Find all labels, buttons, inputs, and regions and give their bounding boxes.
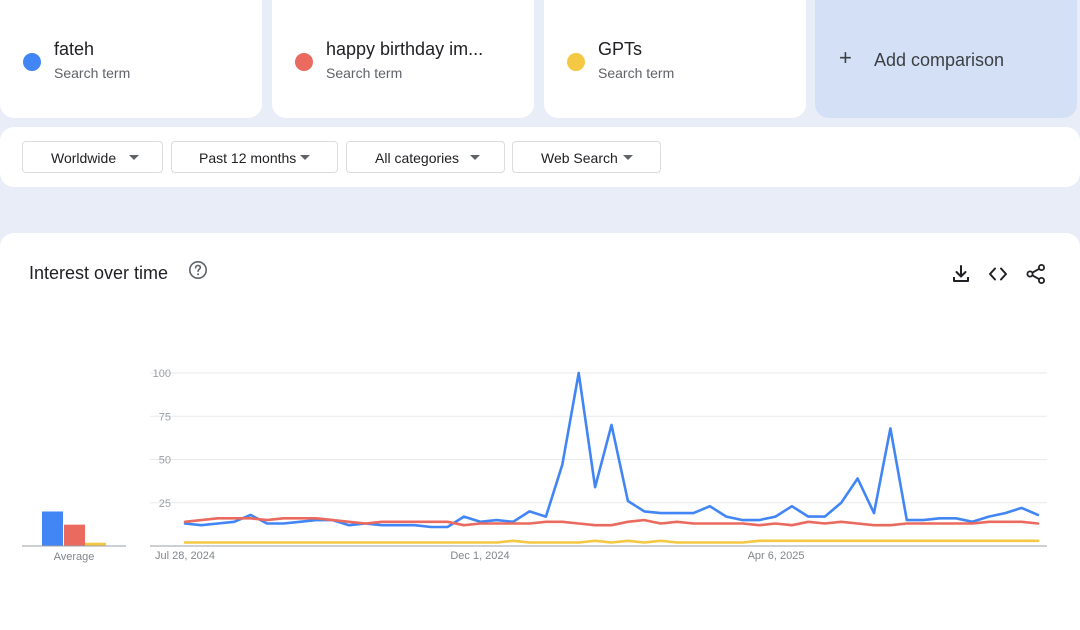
x-tick-label: Jul 28, 2024 [155, 550, 215, 562]
y-tick-label: 100 [153, 368, 171, 380]
chart-series-lines [183, 371, 1040, 544]
term-name[interactable]: fateh [54, 39, 95, 59]
term-card-fateh[interactable]: fateh Search term [0, 0, 262, 118]
caret-down-icon [470, 155, 480, 160]
plus-icon: + [839, 45, 852, 70]
series-line [183, 371, 1040, 529]
average-bars: Average [22, 511, 126, 563]
average-bar [85, 542, 106, 546]
caret-down-icon [300, 155, 310, 160]
average-bar [42, 511, 63, 546]
category-label: All categories [375, 150, 460, 166]
term-subtitle: Search term [326, 65, 403, 81]
embed-code-icon[interactable] [987, 263, 1009, 285]
time-range-dropdown[interactable]: Past 12 months [171, 141, 338, 173]
y-tick-label: 75 [159, 411, 171, 423]
search-property-label: Web Search [541, 150, 618, 166]
term-color-dot [567, 53, 585, 71]
term-subtitle: Search term [54, 65, 131, 81]
term-color-dot [295, 53, 313, 71]
add-comparison-label: Add comparison [874, 50, 1005, 70]
download-icon[interactable] [950, 263, 972, 285]
y-tick-label: 50 [159, 455, 171, 467]
term-subtitle: Search term [598, 65, 675, 81]
caret-down-icon [623, 155, 633, 160]
term-name[interactable]: happy birthday im... [326, 39, 484, 59]
filter-bar: Worldwide Past 12 months All categories … [0, 127, 1080, 187]
chart-grid [150, 372, 1047, 547]
average-bar [64, 524, 85, 546]
term-color-dot [23, 53, 41, 71]
add-comparison-button[interactable]: + Add comparison [815, 0, 1077, 118]
region-label: Worldwide [51, 150, 117, 166]
y-tick-label: 25 [159, 498, 171, 510]
x-tick-label: Dec 1, 2024 [450, 550, 509, 562]
caret-down-icon [129, 155, 139, 160]
series-line [183, 539, 1040, 544]
chart-axis-labels: 25 50 75 100 Jul 28, 2024 Dec 1, 2024 Apr 6, 2… [153, 368, 805, 562]
region-dropdown[interactable]: Worldwide [22, 141, 163, 173]
average-label: Average [54, 551, 95, 563]
x-tick-label: Apr 6, 2025 [748, 550, 805, 562]
search-property-dropdown[interactable]: Web Search [512, 141, 661, 173]
share-icon[interactable] [1025, 263, 1047, 285]
interest-over-time-chart: Average 25 50 75 100 Jul 28, 2024 Dec 1, 2024… [22, 368, 1047, 563]
interest-over-time-panel: Average 25 50 75 100 Jul 28, 2024 Dec 1, 2024… [0, 233, 1080, 630]
help-circle-icon[interactable] [188, 260, 208, 280]
panel-title: Interest over time [29, 263, 169, 283]
series-line [183, 516, 1040, 527]
term-card-happy-birthday[interactable]: happy birthday im... Search term [272, 0, 534, 118]
time-range-label: Past 12 months [199, 150, 297, 166]
term-name[interactable]: GPTs [598, 39, 643, 59]
term-card-gpts[interactable]: GPTs Search term [544, 0, 806, 118]
category-dropdown[interactable]: All categories [346, 141, 505, 173]
